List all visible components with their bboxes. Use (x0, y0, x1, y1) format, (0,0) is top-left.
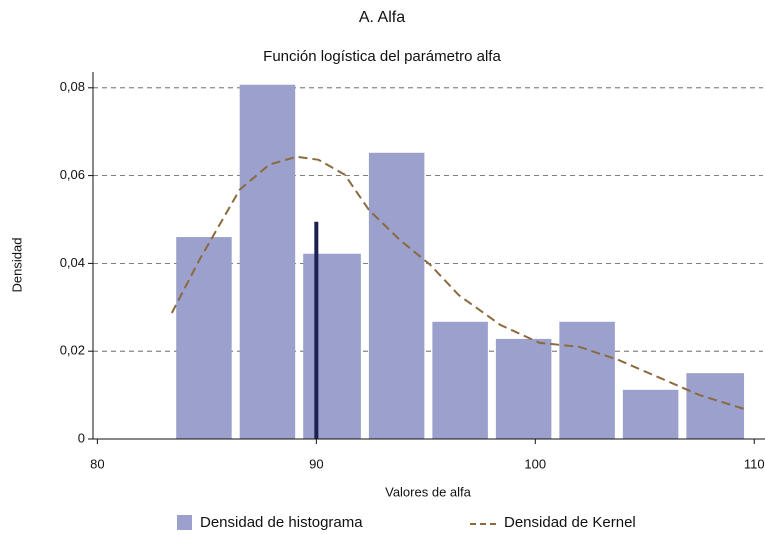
legend-label: Densidad de Kernel (504, 514, 636, 531)
x-tick-label: 100 (524, 456, 546, 471)
legend-label: Densidad de histograma (200, 514, 363, 531)
x-tick-label: 110 (744, 456, 765, 471)
y-tick-label: 0 (78, 430, 85, 445)
bar (176, 237, 232, 439)
x-tick-label: 80 (90, 456, 104, 471)
x-axis-label: Valores de alfa (385, 484, 472, 499)
y-tick-label: 0,02 (60, 343, 85, 358)
y-tick-label: 0,04 (60, 255, 85, 270)
kde-line (170, 155, 748, 411)
y-tick-label: 0,06 (60, 167, 85, 182)
bar (686, 373, 745, 439)
y-axis-label: Densidad (9, 238, 24, 293)
y-tick-label: 0,08 (60, 79, 85, 94)
bar (303, 253, 361, 439)
chart-subtitle: Función logística del parámetro alfa (263, 48, 501, 65)
legend-swatch (177, 515, 192, 530)
bar (368, 152, 425, 439)
bar (622, 389, 679, 439)
chart-title: A. Alfa (359, 9, 405, 26)
x-tick-label: 90 (309, 456, 323, 471)
bar (559, 321, 615, 439)
bar (432, 321, 488, 439)
bar (239, 84, 296, 439)
bar (495, 338, 552, 439)
